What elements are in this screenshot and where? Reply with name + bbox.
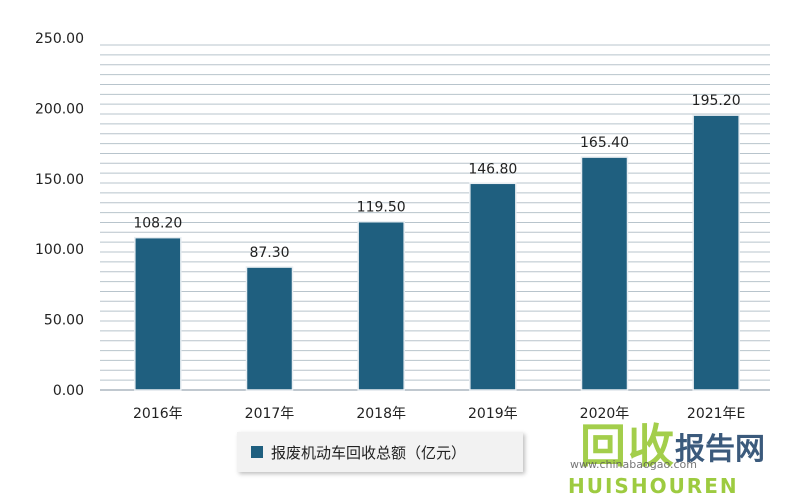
bars	[134, 114, 740, 391]
x-category-label: 2019年	[468, 406, 518, 422]
bar	[134, 236, 182, 391]
bar	[580, 156, 629, 391]
data-label: 108.20	[133, 216, 182, 232]
y-tick-label: 250.00	[35, 31, 84, 47]
data-label: 195.20	[692, 93, 741, 109]
watermark-main: 回收	[580, 419, 676, 473]
x-category-label: 2016年	[133, 406, 183, 422]
x-axis-labels: 2016年 2017年 2018年 2019年 2020年 2021年E	[133, 406, 745, 422]
bar	[469, 182, 517, 391]
data-label: 119.50	[357, 200, 406, 216]
data-labels: 108.20 87.30 119.50 146.80 165.40 195.20	[133, 93, 740, 261]
watermark-logo: 回收 报告网 www.chinabaogao.com HUISHOUREN	[540, 400, 790, 500]
watermark-url: www.chinabaogao.com	[570, 458, 697, 471]
legend-label: 报废机动车回收总额（亿元）	[271, 443, 467, 462]
x-category-label: 2018年	[356, 406, 406, 422]
x-category-label: 2017年	[245, 406, 295, 422]
y-tick-label: 50.00	[44, 313, 84, 329]
y-tick-label: 200.00	[35, 101, 84, 117]
y-axis-ticks: 0.00 50.00 100.00 150.00 200.00 250.00	[35, 31, 84, 399]
gridlines	[100, 44, 770, 391]
y-tick-label: 150.00	[35, 172, 84, 188]
y-tick-label: 100.00	[35, 242, 84, 258]
x-category-label: 2021年E	[687, 406, 745, 422]
bar	[692, 114, 740, 391]
legend: 报废机动车回收总额（亿元）	[237, 432, 523, 472]
legend-swatch	[251, 446, 263, 458]
watermark-right: 报告网	[675, 432, 765, 467]
data-label: 87.30	[249, 245, 289, 261]
bar	[245, 266, 294, 391]
data-label: 146.80	[468, 161, 517, 177]
watermark-sub: HUISHOUREN	[568, 474, 739, 498]
bar	[357, 220, 405, 391]
data-label: 165.40	[580, 135, 629, 151]
x-category-label: 2020年	[580, 406, 630, 422]
y-tick-label: 0.00	[53, 383, 84, 399]
